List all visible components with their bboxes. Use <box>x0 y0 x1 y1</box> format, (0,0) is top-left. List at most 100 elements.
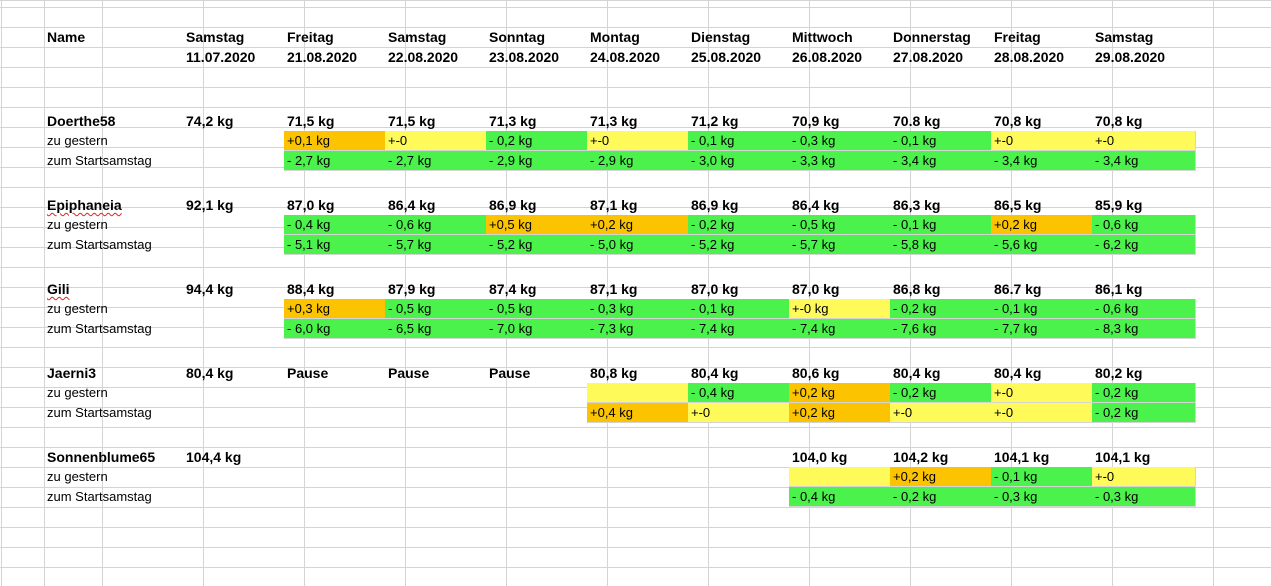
row-label-zum-startsamstag[interactable]: zum Startsamstag <box>47 321 152 336</box>
delta-gestern-cell[interactable]: +-0 <box>991 383 1093 403</box>
delta-start-cell[interactable]: - 3,3 kg <box>789 151 891 171</box>
weight-cell[interactable]: 92,1 kg <box>186 197 234 213</box>
delta-gestern-cell[interactable]: +0,5 kg <box>486 215 588 235</box>
delta-gestern-cell[interactable]: - 0,1 kg <box>688 131 790 151</box>
delta-gestern-cell[interactable]: - 0,2 kg <box>890 299 992 319</box>
person-name[interactable]: Gili <box>44 279 184 299</box>
weight-cell[interactable]: 74,2 kg <box>186 113 234 129</box>
delta-gestern-cell[interactable]: +0,2 kg <box>587 215 689 235</box>
column-header-date[interactable]: 28.08.2020 <box>994 49 1065 65</box>
delta-start-cell[interactable]: - 0,3 kg <box>991 487 1093 507</box>
delta-start-cell[interactable]: - 5,6 kg <box>991 235 1093 255</box>
weight-cell[interactable]: 80,4 kg <box>691 365 739 381</box>
weight-cell[interactable]: 88,4 kg <box>287 281 335 297</box>
column-header-day[interactable]: Samstag <box>388 29 447 45</box>
column-header-date[interactable]: 25.08.2020 <box>691 49 762 65</box>
delta-gestern-cell[interactable]: - 0,6 kg <box>385 215 487 235</box>
row-label-zum-startsamstag[interactable]: zum Startsamstag <box>47 405 152 420</box>
weight-cell[interactable]: 87,4 kg <box>489 281 537 297</box>
weight-cell[interactable]: 80,2 kg <box>1095 365 1143 381</box>
weight-cell[interactable]: 104,1 kg <box>994 449 1050 465</box>
delta-gestern-cell[interactable]: - 0,1 kg <box>890 131 992 151</box>
column-header-date[interactable]: 24.08.2020 <box>590 49 661 65</box>
delta-start-cell[interactable]: - 6,2 kg <box>1092 235 1196 255</box>
column-header-day[interactable]: Donnerstag <box>893 29 971 45</box>
delta-start-cell[interactable]: - 6,5 kg <box>385 319 487 339</box>
weight-cell[interactable]: 70,8 kg <box>1095 113 1143 129</box>
weight-cell[interactable]: 71,3 kg <box>489 113 537 129</box>
person-name[interactable]: Doerthe58 <box>47 113 116 129</box>
column-header-date[interactable]: 23.08.2020 <box>489 49 560 65</box>
delta-gestern-cell[interactable]: - 0,6 kg <box>1092 299 1196 319</box>
delta-start-cell[interactable]: +-0 <box>890 403 992 423</box>
delta-gestern-cell[interactable]: - 0,2 kg <box>486 131 588 151</box>
column-header-date[interactable]: 21.08.2020 <box>287 49 358 65</box>
column-header-date[interactable]: 27.08.2020 <box>893 49 964 65</box>
weight-cell[interactable]: 71,2 kg <box>691 113 739 129</box>
weight-cell[interactable]: 94,4 kg <box>186 281 234 297</box>
weight-cell[interactable]: 70,9 kg <box>792 113 840 129</box>
row-label-zu-gestern[interactable]: zu gestern <box>47 301 108 316</box>
weight-cell[interactable]: 104,4 kg <box>186 449 242 465</box>
delta-start-cell[interactable]: +-0 <box>688 403 790 423</box>
weight-cell[interactable]: Pause <box>388 365 430 381</box>
weight-cell[interactable]: 71,5 kg <box>287 113 335 129</box>
weight-cell[interactable]: 86,9 kg <box>691 197 739 213</box>
delta-start-cell[interactable]: - 7,4 kg <box>789 319 891 339</box>
delta-start-cell[interactable]: - 2,7 kg <box>385 151 487 171</box>
column-header-day[interactable]: Freitag <box>994 29 1041 45</box>
delta-gestern-cell[interactable]: - 0,1 kg <box>688 299 790 319</box>
column-header-date[interactable]: 11.07.2020 <box>186 49 256 65</box>
column-header-date[interactable]: 29.08.2020 <box>1095 49 1166 65</box>
delta-gestern-cell[interactable]: - 0,3 kg <box>789 131 891 151</box>
person-name[interactable]: Jaerni3 <box>47 365 97 381</box>
weight-cell[interactable]: 104,2 kg <box>893 449 949 465</box>
weight-cell[interactable]: 104,0 kg <box>792 449 848 465</box>
delta-gestern-cell[interactable]: - 0,1 kg <box>890 215 992 235</box>
column-header-date[interactable]: 22.08.2020 <box>388 49 459 65</box>
weight-cell[interactable]: 86,4 kg <box>792 197 840 213</box>
weight-cell[interactable]: 87,1 kg <box>590 197 638 213</box>
weight-cell[interactable]: 87,0 kg <box>287 197 335 213</box>
row-label-zum-startsamstag[interactable]: zum Startsamstag <box>47 489 152 504</box>
row-label-zu-gestern[interactable]: zu gestern <box>47 469 108 484</box>
row-label-zu-gestern[interactable]: zu gestern <box>47 385 108 400</box>
weight-cell[interactable]: 87,0 kg <box>792 281 840 297</box>
delta-start-cell[interactable]: - 5,7 kg <box>385 235 487 255</box>
delta-gestern-cell[interactable]: +-0 <box>1092 467 1196 487</box>
delta-start-cell[interactable]: - 2,9 kg <box>486 151 588 171</box>
delta-gestern-cell[interactable]: +-0 <box>385 131 487 151</box>
delta-start-cell[interactable]: - 3,4 kg <box>890 151 992 171</box>
delta-start-cell[interactable]: - 0,2 kg <box>1092 403 1196 423</box>
weight-cell[interactable]: 71,5 kg <box>388 113 436 129</box>
delta-gestern-cell[interactable]: - 0,1 kg <box>991 467 1093 487</box>
delta-gestern-cell[interactable] <box>587 383 689 403</box>
column-header-day[interactable]: Sonntag <box>489 29 545 45</box>
delta-gestern-cell[interactable]: +0,2 kg <box>789 383 891 403</box>
row-label-zum-startsamstag[interactable]: zum Startsamstag <box>47 153 152 168</box>
person-name[interactable]: Epiphaneia <box>44 195 184 215</box>
delta-start-cell[interactable]: +-0 <box>991 403 1093 423</box>
row-label-zum-startsamstag[interactable]: zum Startsamstag <box>47 237 152 252</box>
weight-cell[interactable]: 86,8 kg <box>893 281 941 297</box>
row-label-zu-gestern[interactable]: zu gestern <box>47 133 108 148</box>
delta-start-cell[interactable]: - 7,4 kg <box>688 319 790 339</box>
delta-start-cell[interactable]: +0,4 kg <box>587 403 689 423</box>
delta-start-cell[interactable]: - 2,9 kg <box>587 151 689 171</box>
column-header-date[interactable]: 26.08.2020 <box>792 49 863 65</box>
delta-start-cell[interactable]: - 6,0 kg <box>284 319 386 339</box>
weight-cell[interactable]: 87,0 kg <box>691 281 739 297</box>
delta-start-cell[interactable]: - 0,4 kg <box>789 487 891 507</box>
column-header-day[interactable]: Mittwoch <box>792 29 853 45</box>
delta-start-cell[interactable]: - 7,7 kg <box>991 319 1093 339</box>
weight-cell[interactable]: 70.8 kg <box>893 113 941 129</box>
delta-start-cell[interactable]: - 3,4 kg <box>1092 151 1196 171</box>
weight-cell[interactable]: 86,5 kg <box>994 197 1042 213</box>
delta-gestern-cell[interactable]: - 0,5 kg <box>789 215 891 235</box>
weight-cell[interactable]: 80,4 kg <box>893 365 941 381</box>
delta-start-cell[interactable]: - 2,7 kg <box>284 151 386 171</box>
delta-gestern-cell[interactable]: +-0 <box>587 131 689 151</box>
weight-cell[interactable]: 85,9 kg <box>1095 197 1143 213</box>
weight-cell[interactable]: 87,9 kg <box>388 281 436 297</box>
